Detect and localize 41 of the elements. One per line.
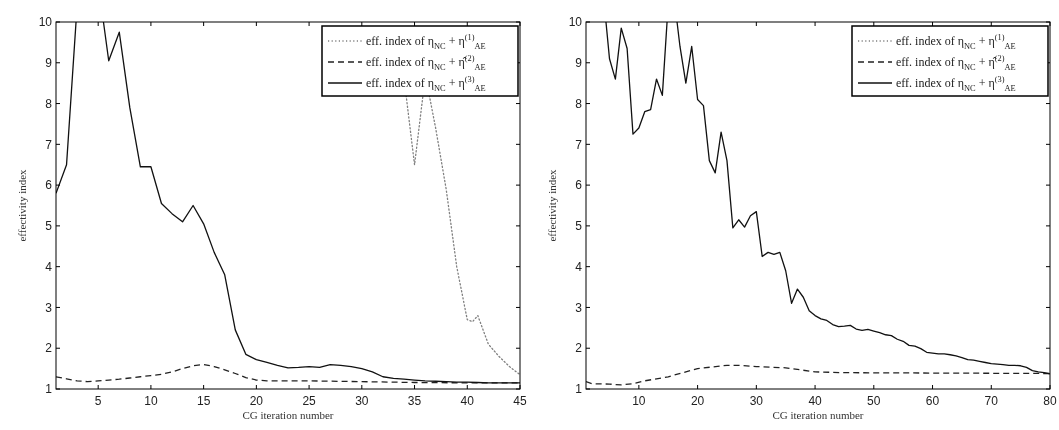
x-tick-label: 50: [867, 394, 881, 408]
x-tick-label: 10: [632, 394, 646, 408]
y-tick-label: 5: [45, 219, 53, 234]
x-tick-label: 25: [302, 394, 317, 408]
y-tick-label: 6: [575, 178, 583, 193]
y-tick-label: 6: [45, 178, 53, 193]
x-tick-label: 35: [407, 394, 422, 408]
y-tick-label: 3: [45, 300, 53, 315]
y-tick-label: 10: [38, 15, 53, 30]
x-tick-label: 70: [984, 394, 999, 408]
y-tick-label: 8: [575, 96, 583, 111]
y-tick-label: 9: [45, 55, 53, 70]
y-tick-label: 2: [575, 341, 583, 356]
x-tick-label: 40: [808, 394, 823, 408]
y-tick-label: 8: [45, 96, 53, 111]
x-tick-label: 60: [925, 394, 940, 408]
y-tick-label: 2: [45, 341, 53, 356]
x-axis-title: CG iteration number: [242, 409, 334, 421]
x-tick-label: 30: [355, 394, 369, 408]
x-tick-label: 80: [1043, 394, 1057, 408]
y-axis-title: effectivity index: [546, 168, 558, 242]
y-tick-label: 7: [45, 137, 53, 152]
x-tick-label: 15: [196, 394, 211, 408]
x-tick-label: 30: [749, 394, 764, 408]
y-tick-label: 5: [575, 219, 583, 234]
y-tick-label: 4: [45, 259, 53, 274]
y-tick-label: 10: [568, 15, 583, 30]
x-axis-title: CG iteration number: [772, 409, 864, 421]
y-axis-title: effectivity index: [16, 168, 28, 242]
y-tick-label: 9: [575, 55, 583, 70]
y-tick-label: 7: [575, 137, 583, 152]
x-tick-label: 20: [249, 394, 264, 408]
y-tick-label: 1: [45, 382, 53, 397]
y-tick-label: 4: [575, 259, 583, 274]
y-tick-label: 3: [575, 300, 583, 315]
x-tick-label: 5: [94, 394, 102, 408]
x-tick-label: 40: [460, 394, 475, 408]
x-tick-label: 10: [144, 394, 158, 408]
x-tick-label: 20: [690, 394, 705, 408]
y-tick-label: 1: [575, 382, 583, 397]
x-tick-label: 45: [513, 394, 527, 408]
